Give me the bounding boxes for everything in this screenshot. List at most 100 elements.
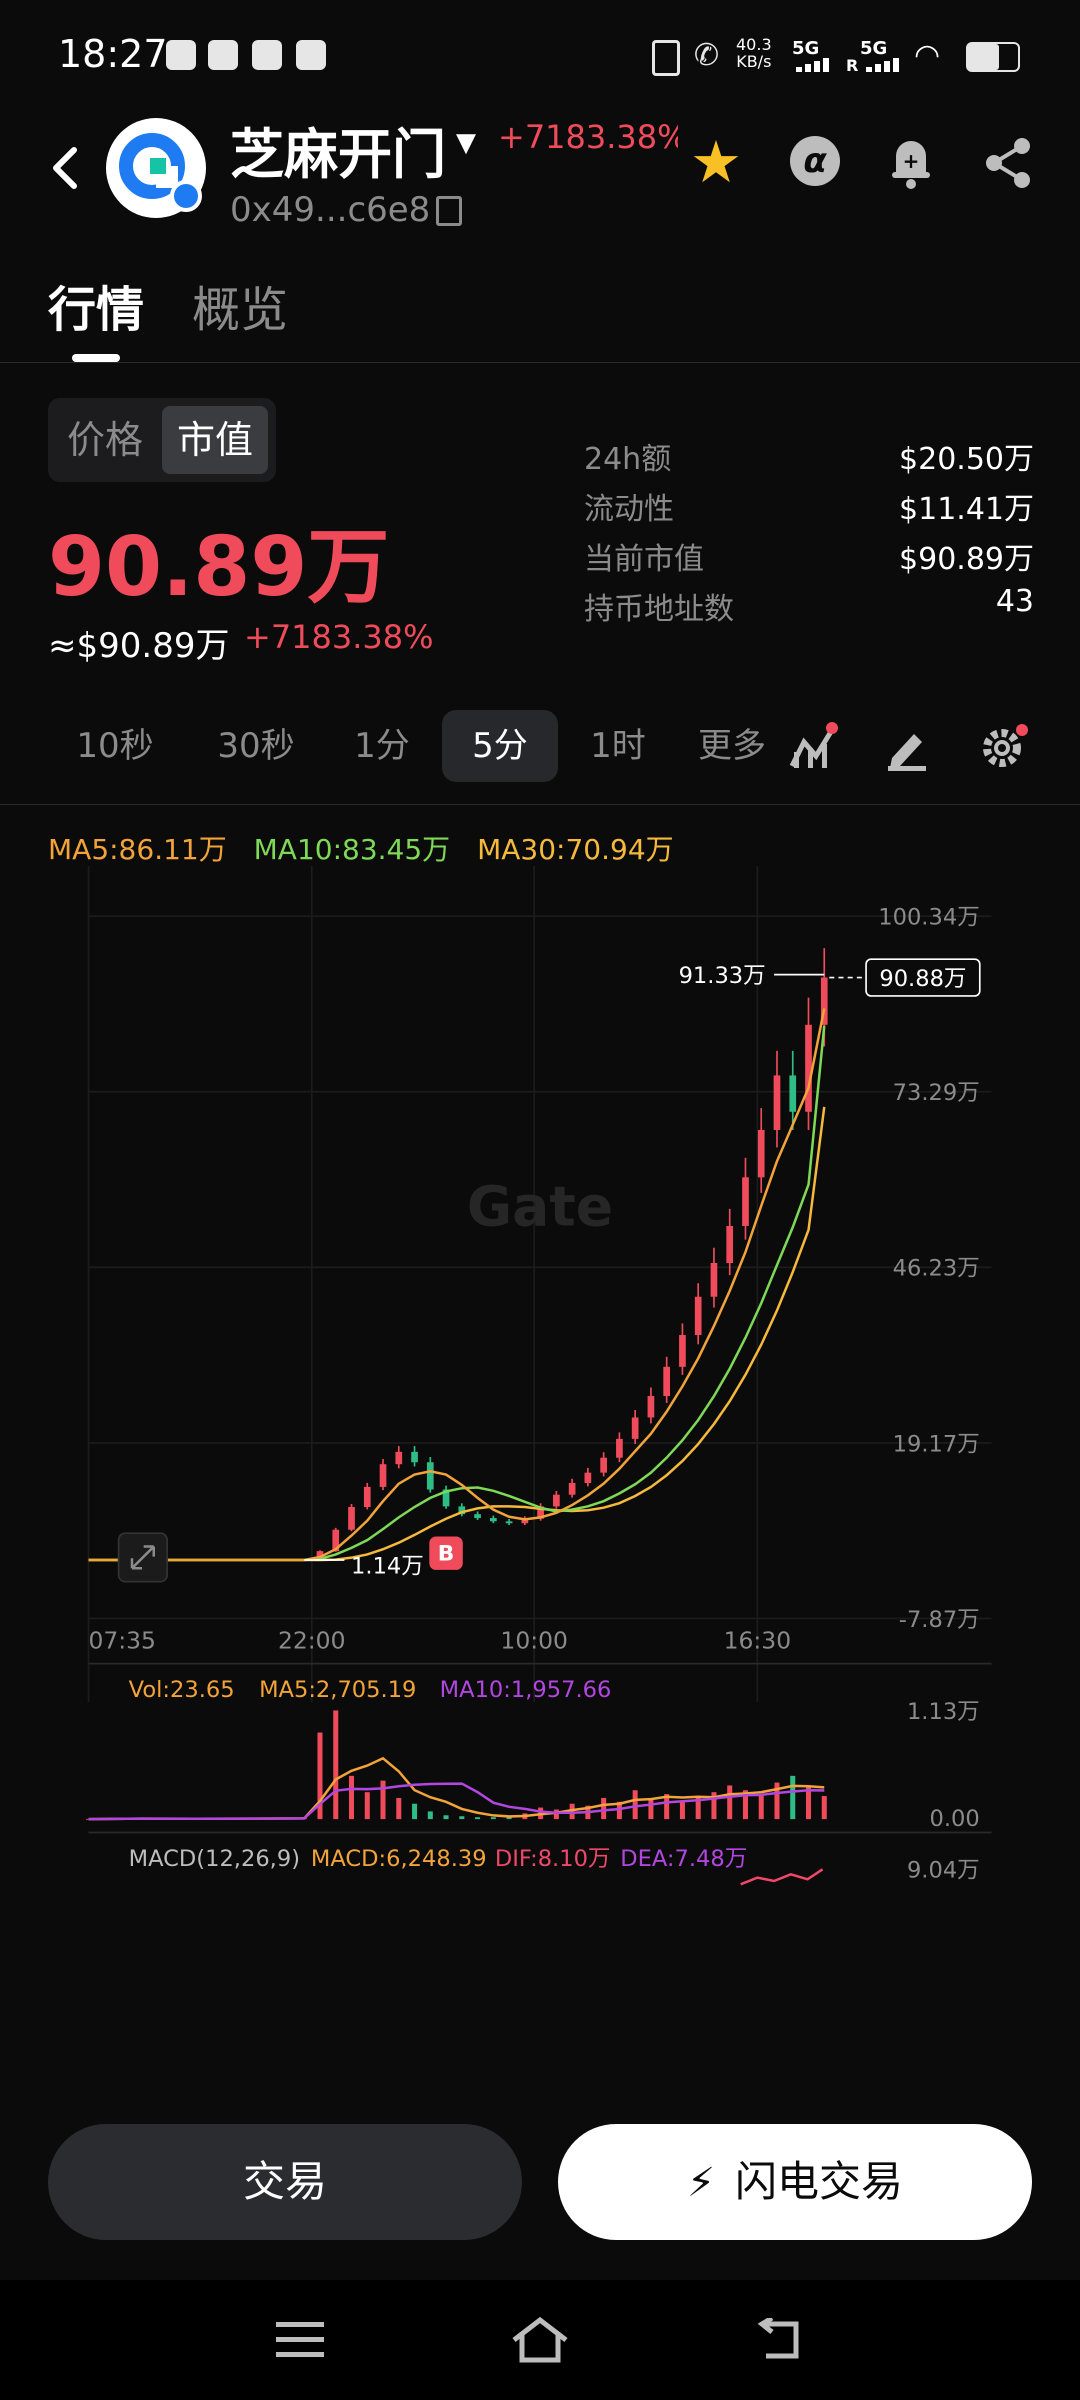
ma10-line	[88, 1025, 826, 1562]
volume-bar	[443, 1815, 449, 1820]
alpha-icon[interactable]: α	[790, 136, 840, 186]
candle-body	[663, 1366, 671, 1397]
interval-1m[interactable]: 1分	[354, 726, 410, 766]
candle-body	[568, 1483, 576, 1495]
volume-bar	[317, 1732, 323, 1820]
y-tick-label: 100.34万	[878, 905, 980, 931]
ma10-label: MA10:83.45万	[253, 833, 451, 866]
interval-30s[interactable]: 30秒	[217, 726, 295, 766]
candle-body	[616, 1438, 623, 1458]
main-tabs: 行情 概览	[0, 270, 1080, 363]
low-label: 1.14万	[351, 1553, 424, 1579]
candle-body	[820, 977, 828, 1025]
token-switch-chevron-icon[interactable]: ▼	[456, 128, 476, 158]
flash-trade-button[interactable]: ⚡ 闪电交易	[558, 2124, 1032, 2240]
macd-title: MACD(12,26,9)	[129, 1846, 300, 1872]
menu-icon[interactable]	[276, 2320, 324, 2360]
volume-bar	[727, 1785, 733, 1820]
toggle-market-cap[interactable]: 市值	[162, 406, 268, 474]
candle-body	[521, 1518, 529, 1524]
back-nav-icon[interactable]	[756, 2315, 806, 2362]
candle-body	[426, 1462, 434, 1490]
volume-bar	[601, 1797, 607, 1820]
buy-marker-label: B	[438, 1542, 455, 1567]
candle-body	[489, 1518, 497, 1522]
ma5-label: MA5:86.11万	[48, 833, 227, 866]
interval-1h[interactable]: 1时	[590, 726, 646, 766]
video-notification-icon	[296, 40, 326, 70]
toggle-price[interactable]: 价格	[66, 418, 143, 462]
vol-tick-zero: 0.00	[930, 1806, 980, 1832]
back-button[interactable]	[44, 138, 84, 198]
dea-value: DEA:7.48万	[620, 1846, 747, 1872]
tab-market[interactable]: 行情	[48, 282, 145, 338]
copy-icon[interactable]	[436, 196, 462, 226]
x-tick-label: 22:00	[278, 1627, 345, 1655]
price-mcap-toggle: 价格 市值	[48, 398, 276, 482]
wifi-call-icon: ✆	[694, 38, 720, 73]
candle-body	[789, 1075, 797, 1112]
gate-watermark: Gate	[467, 1176, 613, 1240]
bottom-actions: 交易 ⚡ 闪电交易	[0, 2080, 1080, 2280]
header-change: +7183.38%	[498, 118, 678, 156]
share-icon[interactable]	[982, 136, 1036, 190]
candle-body	[474, 1514, 481, 1519]
candle-body	[647, 1396, 655, 1418]
ma5-line	[88, 1008, 826, 1562]
token-name[interactable]: 芝麻开门	[230, 123, 446, 186]
dif-line	[740, 1868, 824, 1886]
status-bar: 18:27 ✆ 40.3 KB/s 5G 5G R ◠	[0, 0, 1080, 110]
flash-trade-label: 闪电交易	[735, 2157, 904, 2206]
ma30-line	[88, 1106, 826, 1562]
volume-bar	[348, 1775, 355, 1820]
vol-ma10-line	[88, 1782, 825, 1821]
app-notification-icon	[166, 40, 196, 70]
stats-panel: 24h额 $20.50万 流动性 $11.41万 当前市值 $90.89万 持币地址数…	[584, 434, 1034, 634]
signal-bars-2-icon	[866, 58, 906, 72]
y-tick-label: 46.23万	[893, 1256, 980, 1282]
price-chart[interactable]: Gate 100.34万 73.29万 46.23万 19.17万 -7.87万 91.33…	[0, 866, 1080, 1886]
candle-body	[553, 1494, 560, 1507]
current-price-tag	[865, 958, 981, 997]
candle-body	[363, 1486, 371, 1508]
trade-button[interactable]: 交易	[48, 2124, 522, 2240]
market-cap-change: +7183.38%	[244, 618, 434, 656]
indicators-icon[interactable]	[788, 722, 838, 772]
volume-bar	[805, 1787, 812, 1820]
vol-label: Vol:23.65	[129, 1677, 235, 1703]
x-tick-label: 10:00	[500, 1627, 567, 1655]
expand-arrows-icon	[130, 1545, 155, 1570]
macd-tick: 9.04万	[907, 1858, 980, 1884]
interval-5m[interactable]: 5分	[442, 710, 558, 782]
y-tick-label: 19.17万	[893, 1431, 980, 1457]
vol-tick-max: 1.13万	[907, 1699, 980, 1725]
candle-body	[505, 1521, 513, 1524]
candle-body	[757, 1129, 765, 1178]
tab-overview[interactable]: 概览	[192, 282, 289, 338]
home-icon[interactable]	[510, 2316, 570, 2364]
ma30-label: MA30:70.94万	[477, 833, 674, 866]
signal-5g-2: 5G	[860, 38, 888, 59]
stat-label: 流动性	[584, 492, 674, 527]
settings-gear-icon[interactable]	[980, 722, 1030, 772]
interval-more[interactable]: 更多	[698, 726, 766, 766]
mail-notification-icon	[208, 40, 238, 70]
volume-bar	[427, 1811, 433, 1820]
active-tab-indicator	[72, 354, 120, 362]
current-price-label: 90.88万	[879, 966, 966, 992]
interval-10s[interactable]: 10秒	[76, 726, 154, 766]
alert-bell-icon[interactable]: +	[886, 132, 936, 192]
candle-body	[679, 1335, 686, 1367]
candle-body	[332, 1529, 340, 1552]
divider	[0, 804, 1080, 805]
favorite-star-icon[interactable]: ★	[690, 128, 742, 196]
vol-ma10-label: MA10:1,957.66	[440, 1677, 612, 1703]
gate-logo-icon	[119, 133, 202, 212]
candle-body	[694, 1296, 702, 1336]
candle-body	[805, 1024, 812, 1112]
signal-bars-1-icon	[796, 58, 836, 72]
volume-bar	[821, 1796, 827, 1820]
draw-pen-icon[interactable]	[884, 722, 930, 772]
stat-row: 当前市值 $90.89万	[584, 534, 1034, 584]
trade-button-label: 交易	[242, 2157, 327, 2206]
